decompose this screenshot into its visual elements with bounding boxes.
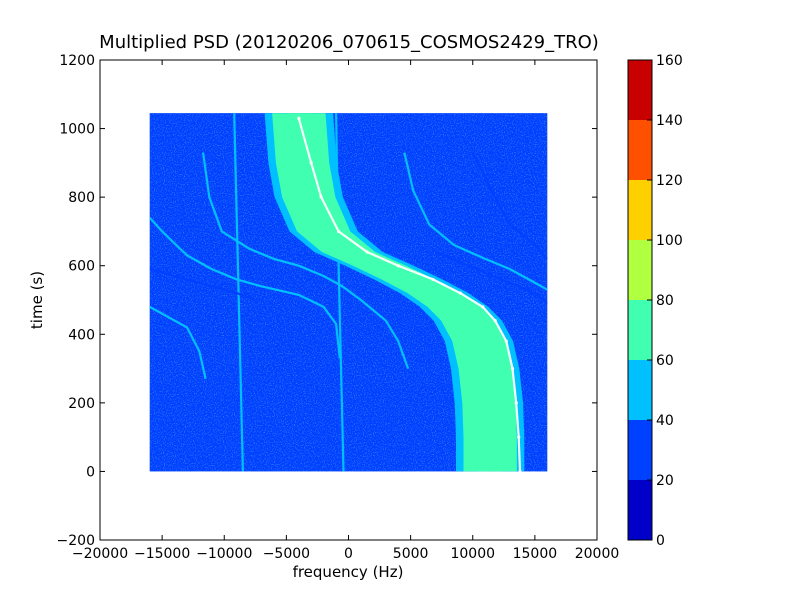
bright-track-point — [514, 401, 518, 405]
colorbar-tick-label: 160 — [656, 53, 683, 69]
faint-trace — [149, 268, 256, 302]
bright-track-point — [510, 366, 515, 371]
bright-track-point — [365, 250, 369, 254]
bright-track-point — [319, 195, 323, 199]
y-tick-label: 0 — [86, 464, 95, 480]
colorbar-segment — [628, 360, 652, 420]
colorbar-segment — [628, 420, 652, 480]
bright-track-point — [517, 435, 521, 439]
faint-trace — [233, 113, 244, 472]
y-tick-label: 800 — [68, 190, 95, 206]
y-axis-label: time (s) — [28, 271, 46, 329]
colorbar-segment — [628, 60, 652, 120]
y-tick-label: 1000 — [59, 122, 95, 138]
x-tick-label: −5000 — [263, 546, 310, 562]
x-tick-label: −15000 — [134, 546, 190, 562]
faint-trace — [335, 113, 345, 472]
colorbar-tick-label: 0 — [656, 533, 665, 549]
chart-title: Multiplied PSD (20120206_070615_COSMOS24… — [99, 32, 599, 53]
main-signal-band — [272, 113, 517, 472]
x-tick-label: −20000 — [72, 546, 128, 562]
bright-track-point — [297, 116, 301, 120]
x-tick-label: −10000 — [196, 546, 252, 562]
colorbar-tick-label: 120 — [656, 173, 683, 189]
y-axis: −200 0 200 400 600 800 1000 1200 — [57, 53, 597, 549]
bright-track-point — [309, 161, 313, 165]
faint-trace — [149, 216, 341, 359]
colorbar: 0 20 40 60 80 100 120 140 160 — [627, 53, 683, 549]
y-tick-label: 200 — [68, 396, 95, 412]
faint-trace — [435, 250, 548, 305]
colorbar-segment — [628, 300, 652, 360]
colorbar-segment — [628, 240, 652, 300]
x-tick-label: 10000 — [450, 546, 495, 562]
bright-track-point — [431, 277, 435, 282]
bright-track-point — [518, 469, 522, 472]
colorbar-tick-label: 100 — [656, 233, 683, 249]
bright-track-point — [396, 264, 400, 268]
y-tick-label: 1200 — [59, 53, 95, 69]
colorbar-tick-label: 40 — [656, 413, 674, 429]
x-tick-label: 15000 — [513, 546, 558, 562]
colorbar-segment — [628, 480, 652, 540]
colorbar-tick-label: 80 — [656, 293, 674, 309]
x-tick-label: 0 — [344, 546, 353, 562]
bright-track-point — [481, 305, 485, 309]
faint-trace — [149, 305, 207, 380]
bright-track-point — [336, 229, 341, 234]
colorbar-segment — [628, 180, 652, 240]
x-tick-label: 5000 — [393, 546, 429, 562]
plot-area — [149, 113, 548, 472]
x-tick-label: 20000 — [575, 546, 620, 562]
colorbar-tick-label: 20 — [656, 473, 674, 489]
y-tick-label: 600 — [68, 259, 95, 275]
y-tick-label: −200 — [57, 533, 95, 549]
colorbar-tick-label: 60 — [656, 353, 674, 369]
faint-trace — [471, 152, 548, 260]
bright-track-point — [493, 318, 497, 323]
bright-track-point — [504, 339, 508, 343]
x-axis: −20000 −15000 −10000 −5000 0 5000 10000 15000 20… — [72, 60, 619, 562]
colorbar-tick-label: 140 — [656, 113, 683, 129]
bright-track-point — [458, 291, 462, 295]
y-tick-label: 400 — [68, 327, 95, 343]
faint-trace — [403, 152, 548, 291]
faint-trace — [202, 152, 410, 369]
x-axis-label: frequency (Hz) — [293, 563, 404, 581]
colorbar-segment — [628, 120, 652, 180]
